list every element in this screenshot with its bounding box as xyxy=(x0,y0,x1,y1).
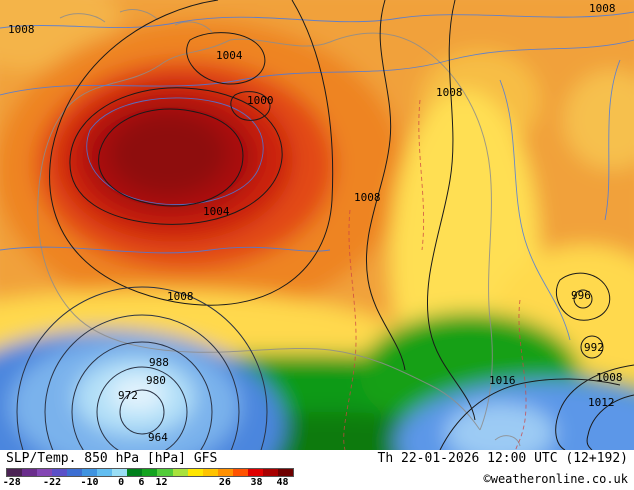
pressure-label: 1004 xyxy=(216,49,243,62)
colorbar-segment xyxy=(232,469,248,476)
colorbar-segment xyxy=(97,469,113,476)
colorbar-segment xyxy=(52,469,68,476)
valid-datetime: Th 22-01-2026 12:00 UTC (12+192) xyxy=(377,451,628,466)
colorbar-tick-label: -10 xyxy=(80,477,99,488)
pressure-label: 1004 xyxy=(203,205,230,218)
colorbar-segment xyxy=(157,469,173,476)
colorbar-tick-label: 12 xyxy=(155,477,168,488)
colorbar-tick-label: 0 xyxy=(118,477,125,488)
colorbar-segment xyxy=(187,469,203,476)
isobar-lines xyxy=(16,0,634,450)
secondary-contours xyxy=(343,99,527,450)
colorbar-segment xyxy=(67,469,83,476)
pressure-label: 1008 xyxy=(596,371,623,384)
colorbar-segment xyxy=(142,469,158,476)
colorbar-segment xyxy=(112,469,128,476)
colorbar-segment xyxy=(217,469,233,476)
colorbar-tick-label: 26 xyxy=(218,477,231,488)
colorbar-segment xyxy=(172,469,188,476)
colorbar-tick-label: -22 xyxy=(43,477,62,488)
colorbar-segment xyxy=(247,469,263,476)
colorbar-tick-label: 48 xyxy=(276,477,289,488)
colorbar-segment xyxy=(127,469,143,476)
pressure-label: 1012 xyxy=(588,396,615,409)
pressure-labels: 1008 1008 1004 1000 1008 1008 1004 1008 996 992 10… xyxy=(8,2,623,444)
weather-map: 1008 1008 1004 1000 1008 1008 1004 1008 996 992 10… xyxy=(0,0,634,450)
colorbar-segment xyxy=(37,469,53,476)
pressure-label: 988 xyxy=(149,356,169,369)
pressure-label: 1008 xyxy=(436,86,463,99)
coastline-lines xyxy=(37,9,521,447)
colorbar-segment xyxy=(22,469,38,476)
colorbar-segment xyxy=(277,469,293,476)
pressure-label: 1008 xyxy=(354,191,381,204)
colorbar-tick-label: 6 xyxy=(138,477,145,488)
colorbar-segment xyxy=(7,469,23,476)
pressure-label: 1016 xyxy=(489,374,516,387)
temperature-colorbar-wrap: -28 -22 -10 0 6 12 26 38 48 xyxy=(2,468,294,490)
pressure-label: 964 xyxy=(148,431,168,444)
temperature-field xyxy=(0,0,634,450)
colorbar xyxy=(6,468,294,477)
copyright-text: ©weatheronline.co.uk xyxy=(483,472,629,486)
pressure-label: 996 xyxy=(571,289,591,302)
pressure-label: 980 xyxy=(146,374,166,387)
colorbar-segment xyxy=(82,469,98,476)
map-title: SLP/Temp. 850 hPa [hPa] GFS xyxy=(6,451,218,466)
colorbar-segment xyxy=(262,469,278,476)
pressure-label: 1008 xyxy=(167,290,194,303)
pressure-label: 1008 xyxy=(8,23,35,36)
pressure-label: 1008 xyxy=(589,2,616,15)
colorbar-segment xyxy=(202,469,218,476)
colorbar-ticks: -28 -22 -10 0 6 12 26 38 48 xyxy=(2,477,294,489)
pressure-label: 972 xyxy=(118,389,138,402)
temperature-contours xyxy=(0,11,634,341)
pressure-label: 992 xyxy=(584,341,604,354)
colorbar-tick-label: 38 xyxy=(250,477,263,488)
colorbar-tick-label: -28 xyxy=(2,477,21,488)
pressure-label: 1000 xyxy=(247,94,274,107)
legend-bar: SLP/Temp. 850 hPa [hPa] GFS Th 22-01-202… xyxy=(0,450,634,490)
